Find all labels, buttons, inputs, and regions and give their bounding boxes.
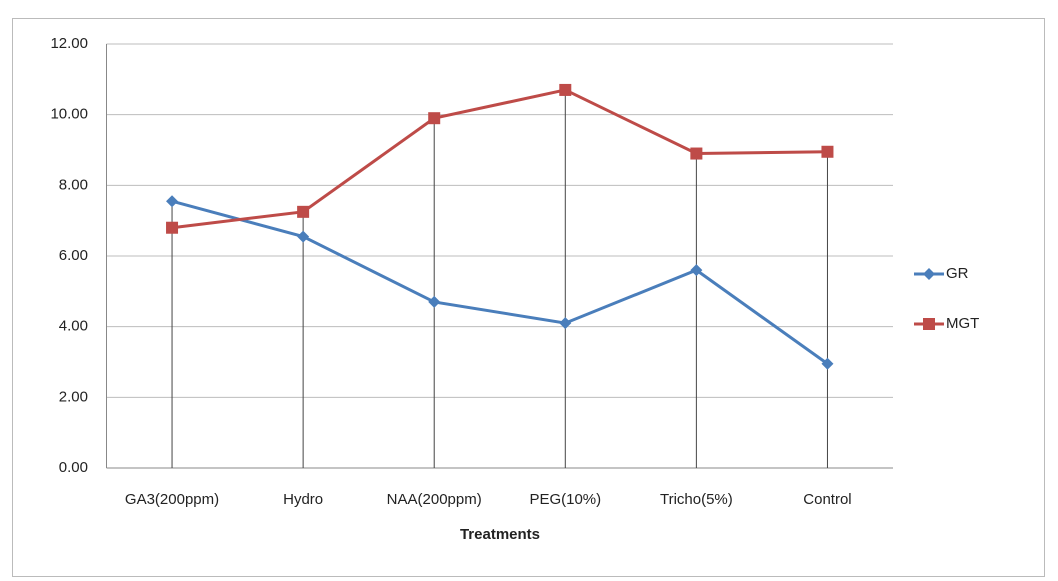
marker bbox=[690, 147, 703, 160]
x-axis-title: Treatments bbox=[460, 526, 540, 543]
y-tick-label: 10.00 bbox=[50, 106, 88, 123]
marker bbox=[559, 83, 572, 96]
x-tick-label: Tricho(5%) bbox=[660, 491, 733, 508]
marker bbox=[821, 357, 834, 370]
x-tick-label: PEG(10%) bbox=[529, 491, 601, 508]
y-tick-label: 6.00 bbox=[59, 247, 88, 264]
legend-marker bbox=[923, 318, 935, 330]
chart-border bbox=[12, 18, 1045, 577]
x-tick-label: Hydro bbox=[283, 491, 323, 508]
y-tick-label: 4.00 bbox=[59, 318, 88, 335]
y-tick-label: 8.00 bbox=[59, 176, 88, 193]
legend-label: GR bbox=[946, 265, 969, 282]
series-line bbox=[171, 199, 829, 365]
marker bbox=[428, 295, 441, 308]
legend-marker bbox=[923, 268, 935, 280]
marker bbox=[428, 112, 441, 125]
marker bbox=[166, 195, 179, 208]
y-tick-label: 2.00 bbox=[59, 388, 88, 405]
series-line bbox=[171, 88, 828, 230]
x-tick-label: Control bbox=[803, 491, 851, 508]
y-tick-label: 12.00 bbox=[50, 35, 88, 52]
x-tick-label: NAA(200ppm) bbox=[387, 491, 482, 508]
legend-label: MGT bbox=[946, 315, 979, 332]
marker bbox=[559, 317, 572, 330]
y-tick-label: 0.00 bbox=[59, 459, 88, 476]
marker bbox=[297, 230, 310, 243]
marker bbox=[690, 264, 703, 277]
marker bbox=[166, 221, 179, 234]
marker bbox=[821, 145, 834, 158]
x-tick-label: GA3(200ppm) bbox=[125, 491, 219, 508]
marker bbox=[297, 205, 310, 218]
